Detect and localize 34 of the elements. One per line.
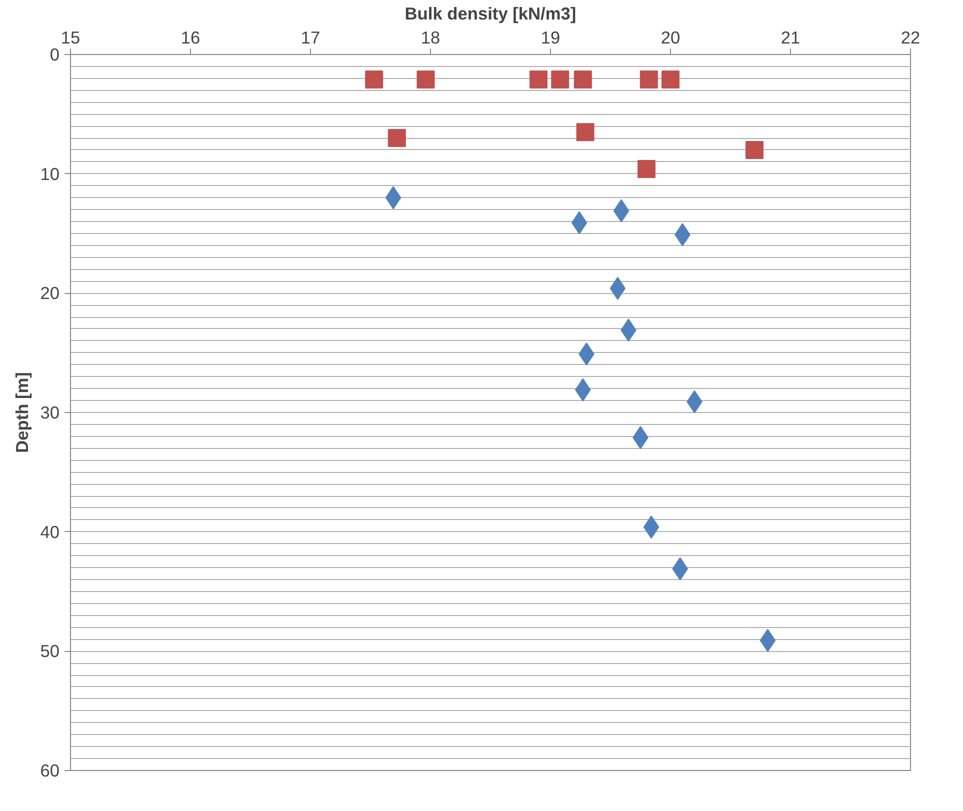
x-tick-label: 17 xyxy=(300,28,320,48)
x-tick-label: 22 xyxy=(900,28,920,48)
point xyxy=(760,628,776,652)
point xyxy=(530,70,548,89)
x-tick-label: 20 xyxy=(660,28,680,48)
y-tick-label: 30 xyxy=(40,402,60,422)
y-tick-label: 50 xyxy=(40,641,60,662)
y-tick-label: 40 xyxy=(40,522,60,542)
x-tick-label: 15 xyxy=(60,28,80,48)
point xyxy=(613,199,630,222)
x-axis-title: Bulk density [kN/m3] xyxy=(404,4,576,24)
point xyxy=(638,160,656,178)
point xyxy=(640,70,658,89)
y-tick-label: 20 xyxy=(40,283,60,304)
point xyxy=(416,70,435,89)
y-tick-label: 60 xyxy=(40,760,60,780)
point xyxy=(746,140,764,159)
point xyxy=(571,211,588,234)
y-tick-label: 10 xyxy=(40,164,60,184)
x-tick-label: 18 xyxy=(420,28,440,48)
point xyxy=(385,186,402,210)
point xyxy=(643,516,660,539)
x-tick-label: 16 xyxy=(180,28,200,48)
point xyxy=(662,70,680,89)
point xyxy=(574,70,592,89)
x-tick-label: 21 xyxy=(780,28,800,48)
point xyxy=(388,129,406,148)
point xyxy=(365,70,384,89)
y-axis-title: Depth [m] xyxy=(12,372,32,453)
point xyxy=(551,70,570,89)
x-tick-label: 19 xyxy=(540,28,560,48)
y-tick-label: 0 xyxy=(50,44,60,64)
point xyxy=(576,123,594,142)
point xyxy=(610,276,626,300)
